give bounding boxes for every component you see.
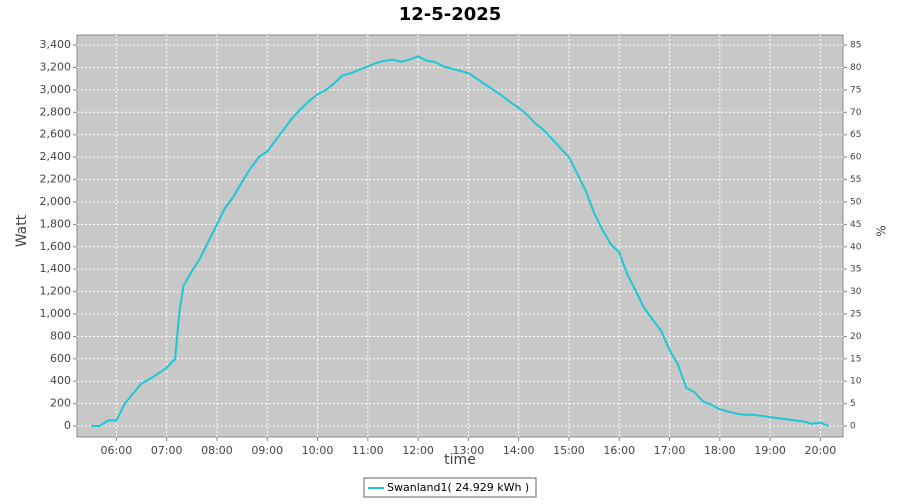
x-tick-label: 16:00 xyxy=(603,444,635,457)
x-tick-label: 06:00 xyxy=(101,444,133,457)
y-tick-label: 2,000 xyxy=(40,195,72,208)
y2-tick-label: 65 xyxy=(850,130,861,140)
legend: Swanland1( 24.929 kWh ) xyxy=(363,477,537,498)
legend-label: Swanland1( 24.929 kWh ) xyxy=(387,481,529,494)
y2-tick-label: 30 xyxy=(850,287,862,297)
y-axis-label: Watt xyxy=(14,214,30,247)
x-tick-label: 10:00 xyxy=(302,444,334,457)
x-tick-label: 15:00 xyxy=(553,444,585,457)
y-tick-label: 2,200 xyxy=(40,173,72,186)
x-tick-label: 19:00 xyxy=(754,444,786,457)
series-line xyxy=(91,55,830,427)
y-tick-label: 400 xyxy=(50,374,71,387)
y-tick-label: 0 xyxy=(64,419,71,432)
y2-tick-label: 5 xyxy=(850,399,856,409)
x-tick-label: 17:00 xyxy=(654,444,686,457)
y-tick-label: 1,800 xyxy=(40,217,72,230)
chart-title: 12-5-2025 xyxy=(399,4,502,25)
x-tick-label: 11:00 xyxy=(352,444,384,457)
x-tick-label: 07:00 xyxy=(151,444,183,457)
y-tick-label: 3,200 xyxy=(40,60,72,73)
y-tick-label: 2,800 xyxy=(40,105,72,118)
y-tick-label: 200 xyxy=(50,397,71,410)
y2-tick-label: 60 xyxy=(850,153,862,163)
y2-tick-label: 10 xyxy=(850,377,862,387)
legend-box xyxy=(363,477,537,498)
y2-tick-label: 85 xyxy=(850,41,861,51)
y2-tick-label: 55 xyxy=(850,175,861,185)
x-axis-label: time xyxy=(444,452,476,468)
y2-tick-label: 15 xyxy=(850,354,861,364)
y2-tick-label: 45 xyxy=(850,220,861,230)
y-tick-label: 1,400 xyxy=(40,262,72,275)
y2-tick-label: 40 xyxy=(850,242,862,252)
x-tick-label: 20:00 xyxy=(805,444,837,457)
y-tick-label: 800 xyxy=(50,329,71,342)
x-tick-label: 08:00 xyxy=(201,444,233,457)
x-tick-label: 18:00 xyxy=(704,444,736,457)
y-tick-label: 1,000 xyxy=(40,307,72,320)
y2-axis-label: % xyxy=(875,225,889,236)
y-tick-label: 2,600 xyxy=(40,128,72,141)
x-tick-label: 09:00 xyxy=(251,444,283,457)
y-tick-label: 1,600 xyxy=(40,240,72,253)
y2-tick-label: 25 xyxy=(850,309,861,319)
plot-area xyxy=(76,34,844,438)
y2-tick-label: 50 xyxy=(850,197,862,207)
y2-tick-label: 70 xyxy=(850,108,862,118)
y2-tick-label: 0 xyxy=(850,422,856,432)
y2-tick-label: 80 xyxy=(850,63,862,73)
x-tick-label: 14:00 xyxy=(503,444,535,457)
y2-tick-label: 75 xyxy=(850,85,861,95)
y2-tick-label: 35 xyxy=(850,265,861,275)
y2-tick-label: 20 xyxy=(850,332,862,342)
x-tick-label: 12:00 xyxy=(402,444,434,457)
y-tick-label: 2,400 xyxy=(40,150,72,163)
y-tick-label: 1,200 xyxy=(40,285,72,298)
y-tick-label: 3,000 xyxy=(40,83,72,96)
y-tick-label: 600 xyxy=(50,352,71,365)
y-tick-label: 3,400 xyxy=(40,38,72,51)
x-tick-label: 13:00 xyxy=(453,444,485,457)
